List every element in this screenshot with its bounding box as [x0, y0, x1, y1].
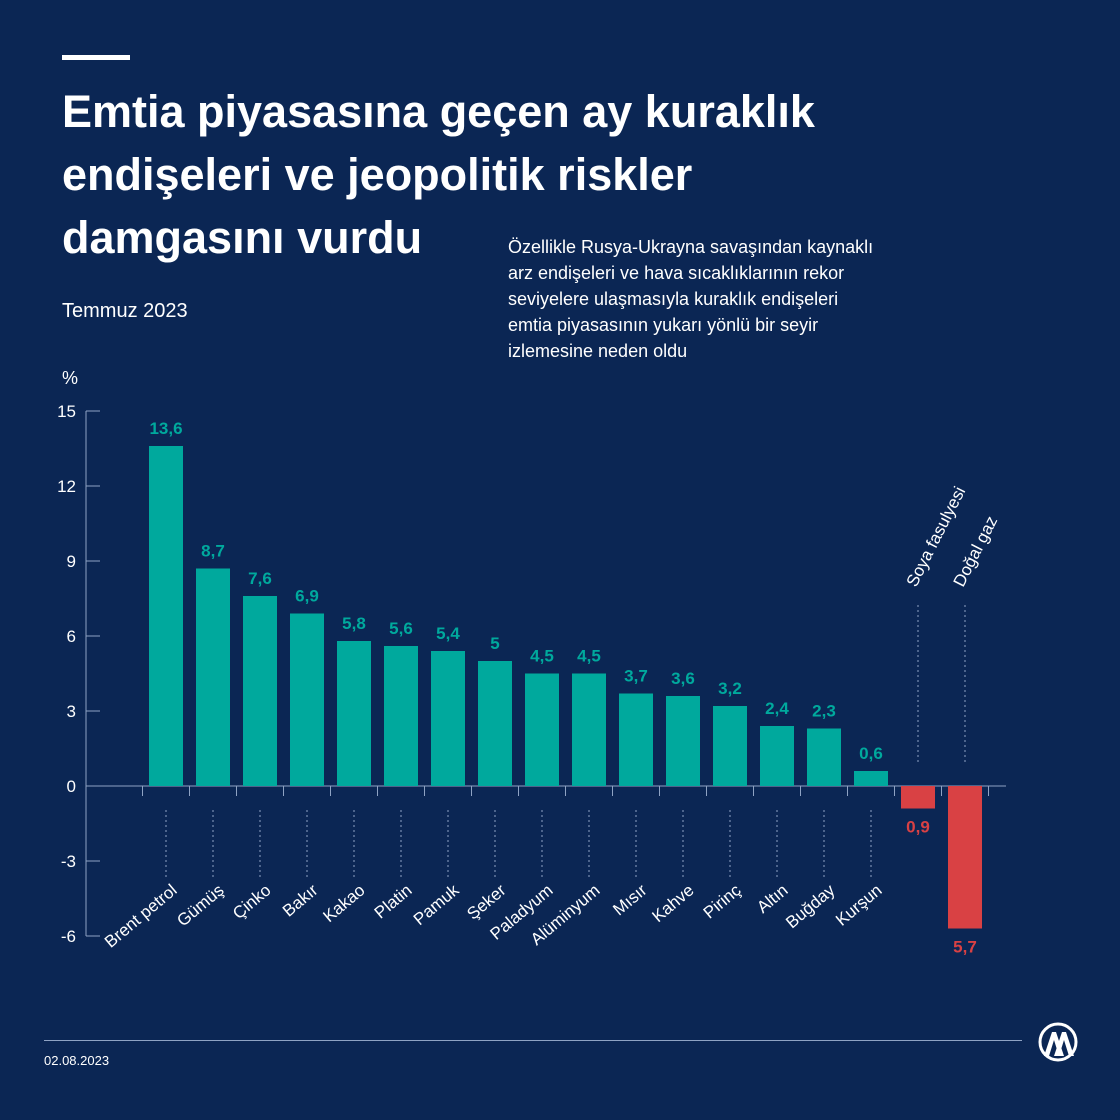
- y-tick-label: 6: [67, 627, 76, 646]
- bar: [713, 706, 747, 786]
- bar: [384, 646, 418, 786]
- category-label: Kakao: [319, 881, 368, 927]
- data-label: 3,2: [718, 679, 742, 698]
- data-label: 6,9: [295, 587, 319, 606]
- y-tick-label: 9: [67, 552, 76, 571]
- y-tick-label: -3: [61, 852, 76, 871]
- bar: [948, 786, 982, 929]
- description-line: izlemesine neden oldu: [508, 341, 688, 361]
- y-tick-label: 3: [67, 702, 76, 721]
- bar: [572, 673, 606, 786]
- category-label: Bakır: [279, 880, 322, 920]
- bar-chart: % 15 12 9 6 3 0 -3 -6 13,6 Brent petrol 8,7 Gümüş 7,…: [57, 368, 1006, 957]
- bar: [149, 446, 183, 786]
- publish-date: 02.08.2023: [44, 1053, 110, 1068]
- subtitle-date: Temmuz 2023: [62, 300, 188, 322]
- bar: [196, 568, 230, 786]
- category-label: Kurşun: [832, 881, 885, 930]
- footer-divider: [44, 1040, 1022, 1041]
- bar: [478, 661, 512, 786]
- title-line: Emtia piyasasına geçen ay kuraklık: [62, 86, 815, 137]
- y-tick-label: 0: [67, 777, 76, 796]
- data-label: 5,7: [953, 938, 977, 957]
- category-label: Altın: [753, 881, 791, 917]
- bar: [901, 786, 935, 809]
- data-label: 2,3: [812, 702, 836, 721]
- category-label: Brent petrol: [101, 881, 181, 952]
- y-tick-label: 12: [57, 477, 76, 496]
- category-label: Çinko: [229, 881, 275, 923]
- data-label: 4,5: [577, 647, 601, 666]
- page-title: Emtia piyasasına geçen ay kuraklık endiş…: [62, 80, 922, 269]
- title-line: endişeleri ve jeopolitik riskler: [62, 149, 693, 200]
- aa-logo-icon: [1038, 1022, 1078, 1062]
- data-label: 3,7: [624, 667, 648, 686]
- description: Özellikle Rusya-Ukrayna savaşından kayna…: [508, 234, 928, 364]
- category-label: Doğal gaz: [950, 513, 1002, 590]
- title-line: damgasını vurdu: [62, 212, 423, 263]
- category-label: Platin: [371, 881, 416, 923]
- description-line: arz endişeleri ve hava sıcaklıklarının r…: [508, 263, 845, 283]
- data-label: 5,6: [389, 619, 413, 638]
- bar: [619, 693, 653, 786]
- data-label: 3,6: [671, 669, 695, 688]
- description-line: emtia piyasasının yukarı yönlü bir seyir: [508, 315, 819, 335]
- category-label: Pirinç: [700, 880, 745, 922]
- bar: [431, 651, 465, 786]
- bar: [290, 613, 324, 786]
- data-label: 8,7: [201, 542, 225, 561]
- data-label: 5: [490, 634, 499, 653]
- data-label: 5,8: [342, 614, 366, 633]
- bar: [807, 728, 841, 786]
- data-label: 2,4: [765, 699, 789, 718]
- bar: [760, 726, 794, 786]
- category-label: Gümüş: [173, 881, 227, 931]
- bar: [666, 696, 700, 786]
- bar: [525, 673, 559, 786]
- data-label: 0,9: [906, 818, 930, 837]
- data-label: 13,6: [149, 419, 182, 438]
- bar: [243, 596, 277, 786]
- category-label: Pamuk: [410, 880, 463, 929]
- data-label: 7,6: [248, 569, 272, 588]
- data-label: 5,4: [436, 624, 460, 643]
- data-label: 0,6: [859, 744, 883, 763]
- y-tick-label: -6: [61, 927, 76, 946]
- data-label: 4,5: [530, 647, 554, 666]
- category-label: Kahve: [648, 881, 697, 927]
- description-line: Özellikle Rusya-Ukrayna savaşından kayna…: [508, 237, 874, 257]
- bar: [337, 641, 371, 786]
- bar: [854, 771, 888, 786]
- description-line: seviyelere ulaşmasıyla kuraklık endişele…: [508, 289, 839, 309]
- y-tick-label: 15: [57, 402, 76, 421]
- category-label: Buğday: [782, 880, 839, 932]
- accent-line: [62, 55, 130, 60]
- y-axis-unit: %: [62, 368, 78, 388]
- category-label: Mısır: [609, 880, 650, 919]
